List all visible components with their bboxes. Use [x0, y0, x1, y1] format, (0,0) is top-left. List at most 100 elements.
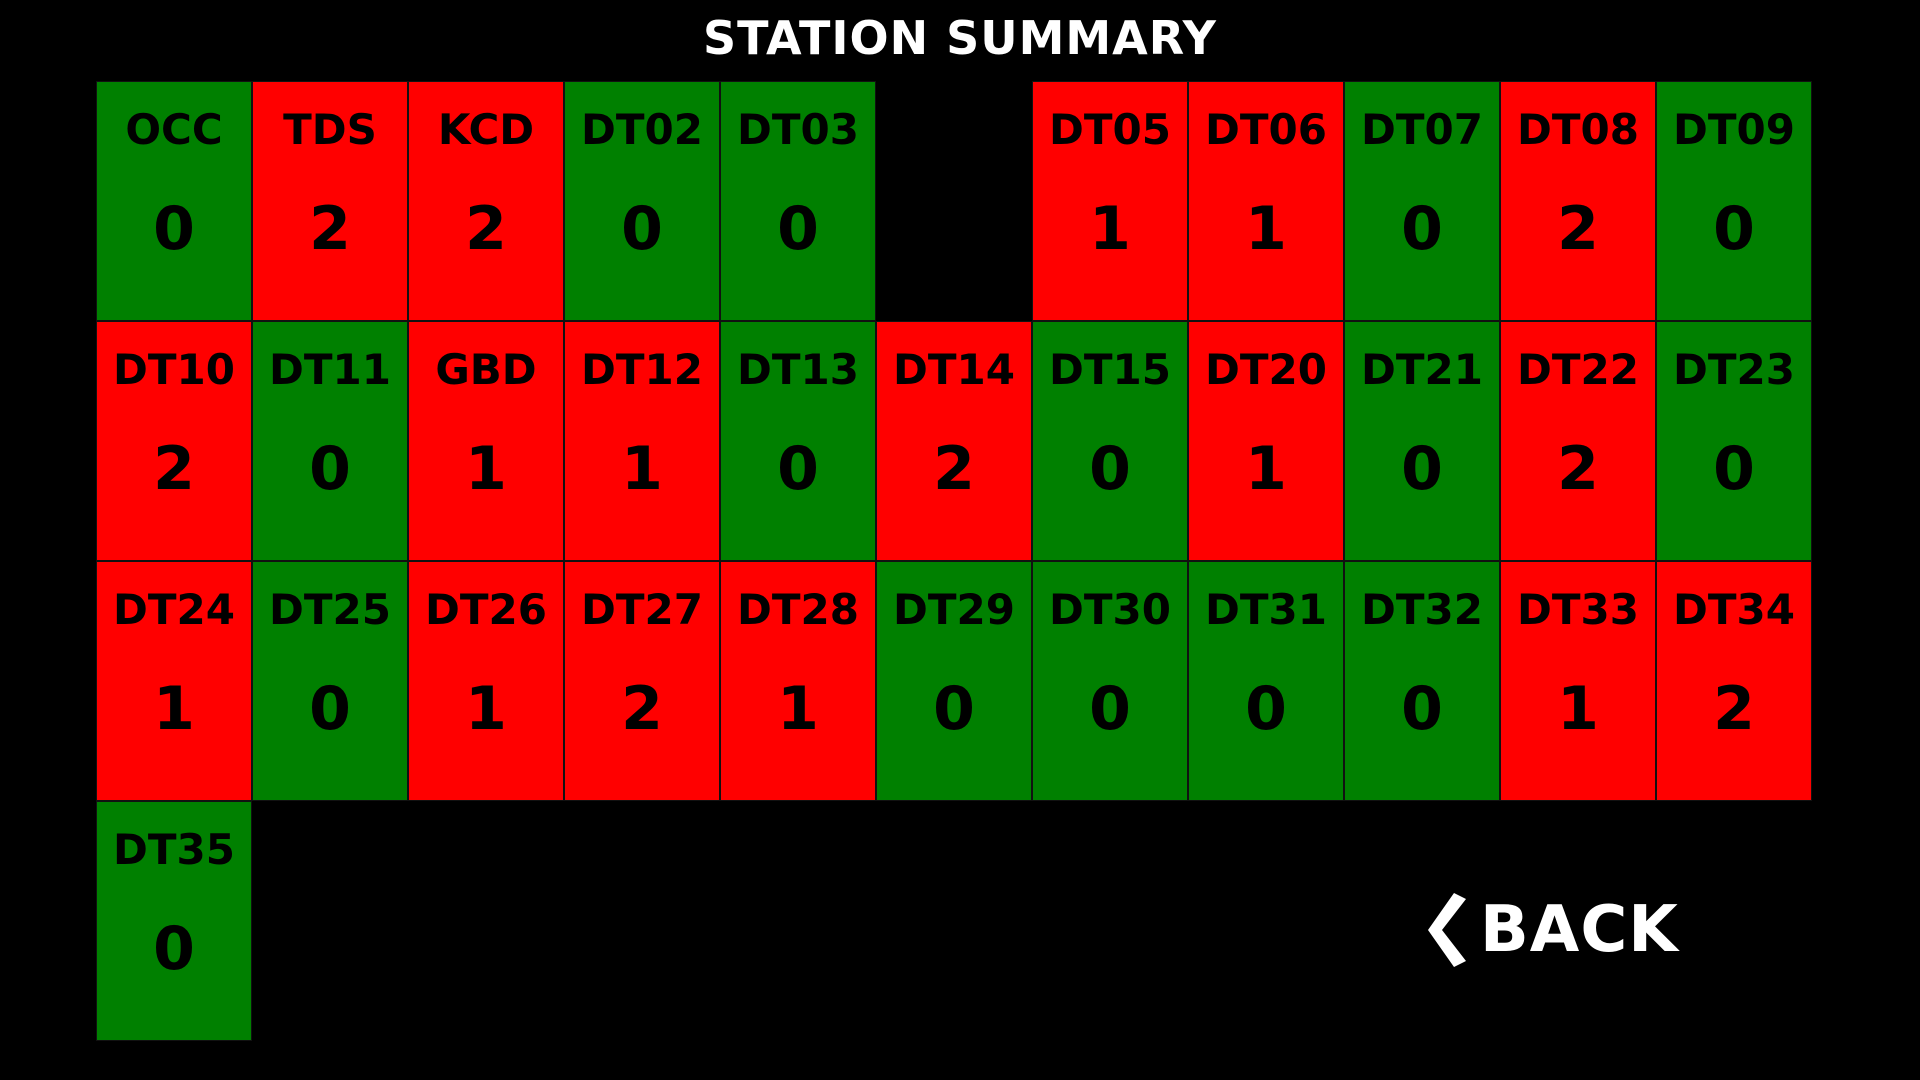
station-tile-empty: [876, 81, 1032, 321]
station-code: DT02: [581, 105, 703, 154]
station-tile-dt13[interactable]: DT13 0: [720, 321, 876, 561]
station-tile-gbd[interactable]: GBD 1: [408, 321, 564, 561]
station-alarm-count: 0: [1245, 674, 1287, 744]
station-tile-dt35[interactable]: DT35 0: [96, 801, 252, 1041]
station-code: DT20: [1205, 345, 1327, 394]
station-tile-dt20[interactable]: DT20 1: [1188, 321, 1344, 561]
station-tile-dt22[interactable]: DT22 2: [1500, 321, 1656, 561]
station-code: DT11: [269, 345, 391, 394]
station-alarm-count: 1: [1245, 194, 1287, 264]
station-alarm-count: 0: [1401, 674, 1443, 744]
station-alarm-count: 2: [153, 434, 195, 504]
station-tile-tds[interactable]: TDS 2: [252, 81, 408, 321]
station-code: DT34: [1673, 585, 1795, 634]
station-alarm-count: 0: [1401, 194, 1443, 264]
station-code: DT13: [737, 345, 859, 394]
station-alarm-count: 0: [309, 434, 351, 504]
station-tile-dt30[interactable]: DT30 0: [1032, 561, 1188, 801]
station-alarm-count: 2: [1713, 674, 1755, 744]
station-tile-dt21[interactable]: DT21 0: [1344, 321, 1500, 561]
station-code: DT33: [1517, 585, 1639, 634]
back-label: BACK: [1480, 893, 1679, 967]
station-alarm-count: 1: [621, 434, 663, 504]
station-alarm-count: 1: [777, 674, 819, 744]
station-tile-dt25[interactable]: DT25 0: [252, 561, 408, 801]
station-tile-dt24[interactable]: DT24 1: [96, 561, 252, 801]
station-tile-dt08[interactable]: DT08 2: [1500, 81, 1656, 321]
station-tile-dt03[interactable]: DT03 0: [720, 81, 876, 321]
station-alarm-count: 0: [1713, 434, 1755, 504]
station-alarm-count: 0: [1713, 194, 1755, 264]
station-alarm-count: 2: [465, 194, 507, 264]
station-code: DT09: [1673, 105, 1795, 154]
station-tile-kcd[interactable]: KCD 2: [408, 81, 564, 321]
station-code: DT24: [113, 585, 235, 634]
station-code: TDS: [283, 105, 377, 154]
station-tile-dt07[interactable]: DT07 0: [1344, 81, 1500, 321]
station-tile-dt06[interactable]: DT06 1: [1188, 81, 1344, 321]
station-alarm-count: 1: [465, 434, 507, 504]
station-alarm-count: 2: [309, 194, 351, 264]
station-tile-dt34[interactable]: DT34 2: [1656, 561, 1812, 801]
station-tile-dt28[interactable]: DT28 1: [720, 561, 876, 801]
station-tile-dt23[interactable]: DT23 0: [1656, 321, 1812, 561]
station-code: DT10: [113, 345, 235, 394]
station-code: DT08: [1517, 105, 1639, 154]
station-tile-dt27[interactable]: DT27 2: [564, 561, 720, 801]
station-code: DT30: [1049, 585, 1171, 634]
station-code: DT21: [1361, 345, 1483, 394]
station-code: KCD: [437, 105, 535, 154]
station-code: DT28: [737, 585, 859, 634]
station-alarm-count: 0: [1089, 434, 1131, 504]
station-code: OCC: [125, 105, 223, 154]
station-code: DT32: [1361, 585, 1483, 634]
station-code: DT14: [893, 345, 1015, 394]
station-tile-dt15[interactable]: DT15 0: [1032, 321, 1188, 561]
station-tile-dt29[interactable]: DT29 0: [876, 561, 1032, 801]
station-tile-dt12[interactable]: DT12 1: [564, 321, 720, 561]
station-tile-dt26[interactable]: DT26 1: [408, 561, 564, 801]
station-alarm-count: 2: [1557, 434, 1599, 504]
chevron-left-icon: [1428, 893, 1466, 967]
station-alarm-count: 1: [1089, 194, 1131, 264]
station-alarm-count: 0: [777, 194, 819, 264]
station-tile-dt09[interactable]: DT09 0: [1656, 81, 1812, 321]
station-alarm-count: 0: [153, 194, 195, 264]
station-code: GBD: [435, 345, 537, 394]
station-code: DT25: [269, 585, 391, 634]
station-tile-dt11[interactable]: DT11 0: [252, 321, 408, 561]
station-code: DT03: [737, 105, 859, 154]
station-tile-dt14[interactable]: DT14 2: [876, 321, 1032, 561]
station-tile-dt32[interactable]: DT32 0: [1344, 561, 1500, 801]
back-button[interactable]: BACK: [1426, 890, 1679, 970]
station-tile-dt02[interactable]: DT02 0: [564, 81, 720, 321]
station-code: DT07: [1361, 105, 1483, 154]
station-alarm-count: 0: [933, 674, 975, 744]
station-grid: OCC 0 TDS 2 KCD 2 DT02 0 DT03 0 DT05 1 DT06 1 DT07 0 DT0…: [96, 81, 1812, 1041]
station-alarm-count: 0: [1089, 674, 1131, 744]
station-alarm-count: 2: [933, 434, 975, 504]
station-alarm-count: 0: [309, 674, 351, 744]
station-code: DT23: [1673, 345, 1795, 394]
station-tile-dt10[interactable]: DT10 2: [96, 321, 252, 561]
station-tile-occ[interactable]: OCC 0: [96, 81, 252, 321]
station-alarm-count: 1: [1245, 434, 1287, 504]
station-code: DT35: [113, 825, 235, 874]
station-alarm-count: 1: [465, 674, 507, 744]
station-alarm-count: 1: [153, 674, 195, 744]
station-code: DT06: [1205, 105, 1327, 154]
station-code: DT26: [425, 585, 547, 634]
station-code: DT29: [893, 585, 1015, 634]
station-code: DT15: [1049, 345, 1171, 394]
station-alarm-count: 0: [153, 914, 195, 984]
station-tile-dt31[interactable]: DT31 0: [1188, 561, 1344, 801]
station-tile-dt33[interactable]: DT33 1: [1500, 561, 1656, 801]
station-code: DT31: [1205, 585, 1327, 634]
station-code: DT05: [1049, 105, 1171, 154]
station-code: DT27: [581, 585, 703, 634]
station-alarm-count: 0: [777, 434, 819, 504]
station-code: DT22: [1517, 345, 1639, 394]
station-alarm-count: 2: [1557, 194, 1599, 264]
station-tile-dt05[interactable]: DT05 1: [1032, 81, 1188, 321]
station-alarm-count: 0: [1401, 434, 1443, 504]
